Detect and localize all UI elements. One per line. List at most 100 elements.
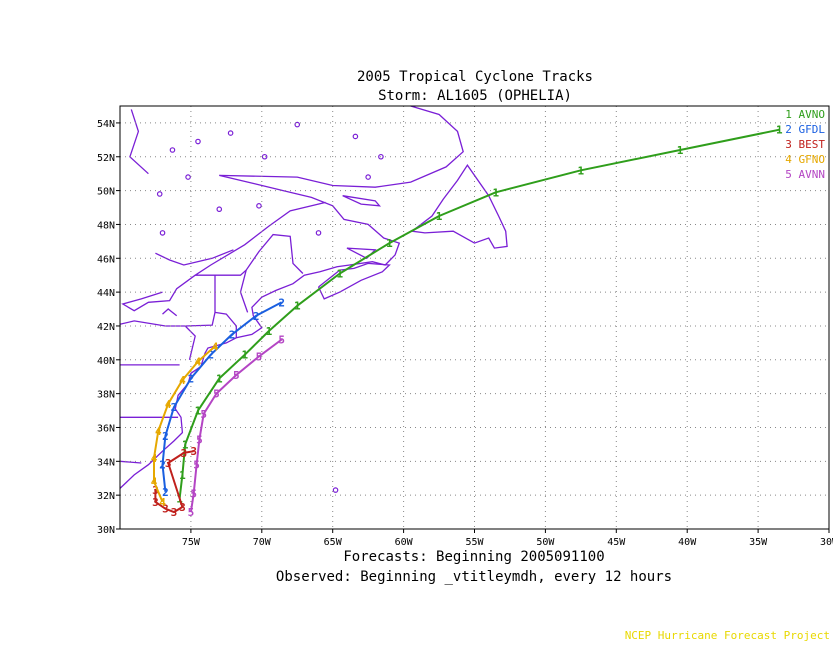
y-tick-label: 32N: [97, 491, 115, 502]
y-tick-label: 36N: [97, 423, 115, 434]
y-tick-label: 52N: [97, 153, 115, 164]
track-point-best: 3: [180, 447, 187, 460]
y-tick-label: 30N: [97, 525, 115, 536]
track-line-best: [154, 450, 194, 514]
track-point-best: 3: [171, 506, 178, 519]
map-island: [216, 206, 223, 213]
x-tick-label: 70W: [253, 537, 272, 548]
track-point-gfno: 4: [165, 398, 172, 411]
map-island: [156, 191, 163, 197]
plot-frame: [119, 105, 830, 530]
footer-observed: Observed: Beginning _vtitleymdh, every 1…: [276, 569, 672, 585]
track-point-gfdl: 2: [188, 372, 195, 385]
x-tick-label: 65W: [324, 537, 343, 548]
track-point-gfno: 4: [179, 374, 186, 387]
map-outline: [119, 233, 304, 327]
x-tick-label: 60W: [395, 537, 414, 548]
track-point-gfno: 4: [155, 425, 162, 438]
track-point-avno: 1: [294, 300, 301, 313]
map-outline: [162, 308, 178, 317]
track-line-gfdl: [161, 301, 283, 492]
track-point-avno: 1: [492, 186, 499, 199]
track-point-avno: 1: [776, 124, 783, 137]
grid-lines: [120, 106, 829, 529]
map-outline: [155, 249, 234, 266]
map-island: [294, 121, 301, 128]
map-island: [159, 230, 166, 236]
track-point-gfdl: 2: [171, 401, 178, 414]
coastline-map: [119, 105, 508, 493]
track-point-avno: 1: [195, 405, 202, 418]
map-outline: [119, 174, 401, 489]
track-point-avno: 1: [578, 164, 585, 177]
legend-item-avnn: 5 AVNN: [785, 168, 825, 181]
y-tick-label: 48N: [97, 220, 115, 231]
track-point-best: 3: [152, 496, 159, 509]
map-outline: [346, 247, 377, 260]
legend-item-avno: 1 AVNO: [785, 108, 825, 121]
y-tick-label: 50N: [97, 187, 115, 198]
credit-text: NCEP Hurricane Forecast Project: [625, 629, 830, 642]
map-island: [169, 147, 176, 153]
track-point-gfdl: 2: [207, 349, 214, 362]
track-point-avnn: 5: [278, 333, 285, 346]
y-tick-label: 40N: [97, 356, 115, 367]
track-point-avno: 1: [677, 144, 684, 157]
track-point-avnn: 5: [193, 459, 200, 472]
x-tick-label: 75W: [182, 537, 201, 548]
map-island: [365, 174, 371, 180]
map-island: [185, 174, 191, 180]
track-point-best: 3: [179, 501, 186, 514]
track-point-gfno: 4: [159, 496, 166, 509]
map-outline: [121, 274, 215, 312]
track-line-avno: [178, 128, 780, 499]
map-outline: [119, 460, 142, 464]
track-point-avnn: 5: [200, 408, 207, 421]
track-point-best: 3: [162, 503, 169, 516]
track-point-gfno: 4: [212, 340, 219, 353]
x-tick-label: 40W: [678, 537, 697, 548]
map-island: [256, 203, 262, 209]
map-outline: [219, 105, 464, 188]
map-outline: [411, 164, 508, 249]
map-outline: [239, 269, 249, 313]
y-tick-label: 46N: [97, 254, 115, 265]
y-tick-label: 44N: [97, 288, 115, 299]
y-tick-label: 38N: [97, 390, 115, 401]
legend-item-gfno: 4 GFNO: [785, 153, 825, 166]
footer-forecasts: Forecasts: Beginning 2005091100: [343, 549, 604, 565]
map-island: [195, 138, 201, 145]
chart-title: 2005 Tropical Cyclone Tracks: [357, 69, 593, 85]
track-point-gfdl: 2: [162, 430, 169, 443]
x-tick-label: 50W: [536, 537, 555, 548]
track-point-avno: 1: [386, 237, 393, 250]
y-tick-label: 34N: [97, 457, 115, 468]
track-point-avno: 1: [241, 349, 248, 362]
track-point-gfdl: 2: [162, 486, 169, 499]
map-island: [261, 153, 268, 160]
legend-item-gfdl: 2 GFDL: [785, 123, 825, 136]
track-point-avno: 1: [266, 325, 273, 338]
track-point-avno: 1: [336, 268, 343, 281]
axes: 75W 70W 65W 60W 55W 50W 45W 40W 35W 30W 30N 32N 34N 3…: [97, 119, 833, 548]
map-island: [315, 230, 322, 236]
track-point-avnn: 5: [188, 506, 195, 519]
x-tick-label: 45W: [607, 537, 626, 548]
track-point-gfdl: 2: [253, 310, 260, 323]
track-point-gfno: 4: [195, 355, 202, 368]
map-island: [352, 133, 359, 140]
track-point-avnn: 5: [213, 388, 220, 401]
track-point-avnn: 5: [196, 433, 203, 446]
track-point-avnn: 5: [190, 487, 197, 500]
track-line-gfno: [153, 345, 216, 503]
map-island: [227, 130, 234, 136]
track-point-gfno: 4: [151, 452, 158, 465]
y-tick-label: 54N: [97, 119, 115, 130]
track-point-avno: 1: [179, 469, 186, 482]
track-point-gfdl: 2: [159, 459, 166, 472]
track-point-best: 3: [152, 484, 159, 497]
track-point-avnn: 5: [233, 369, 240, 382]
